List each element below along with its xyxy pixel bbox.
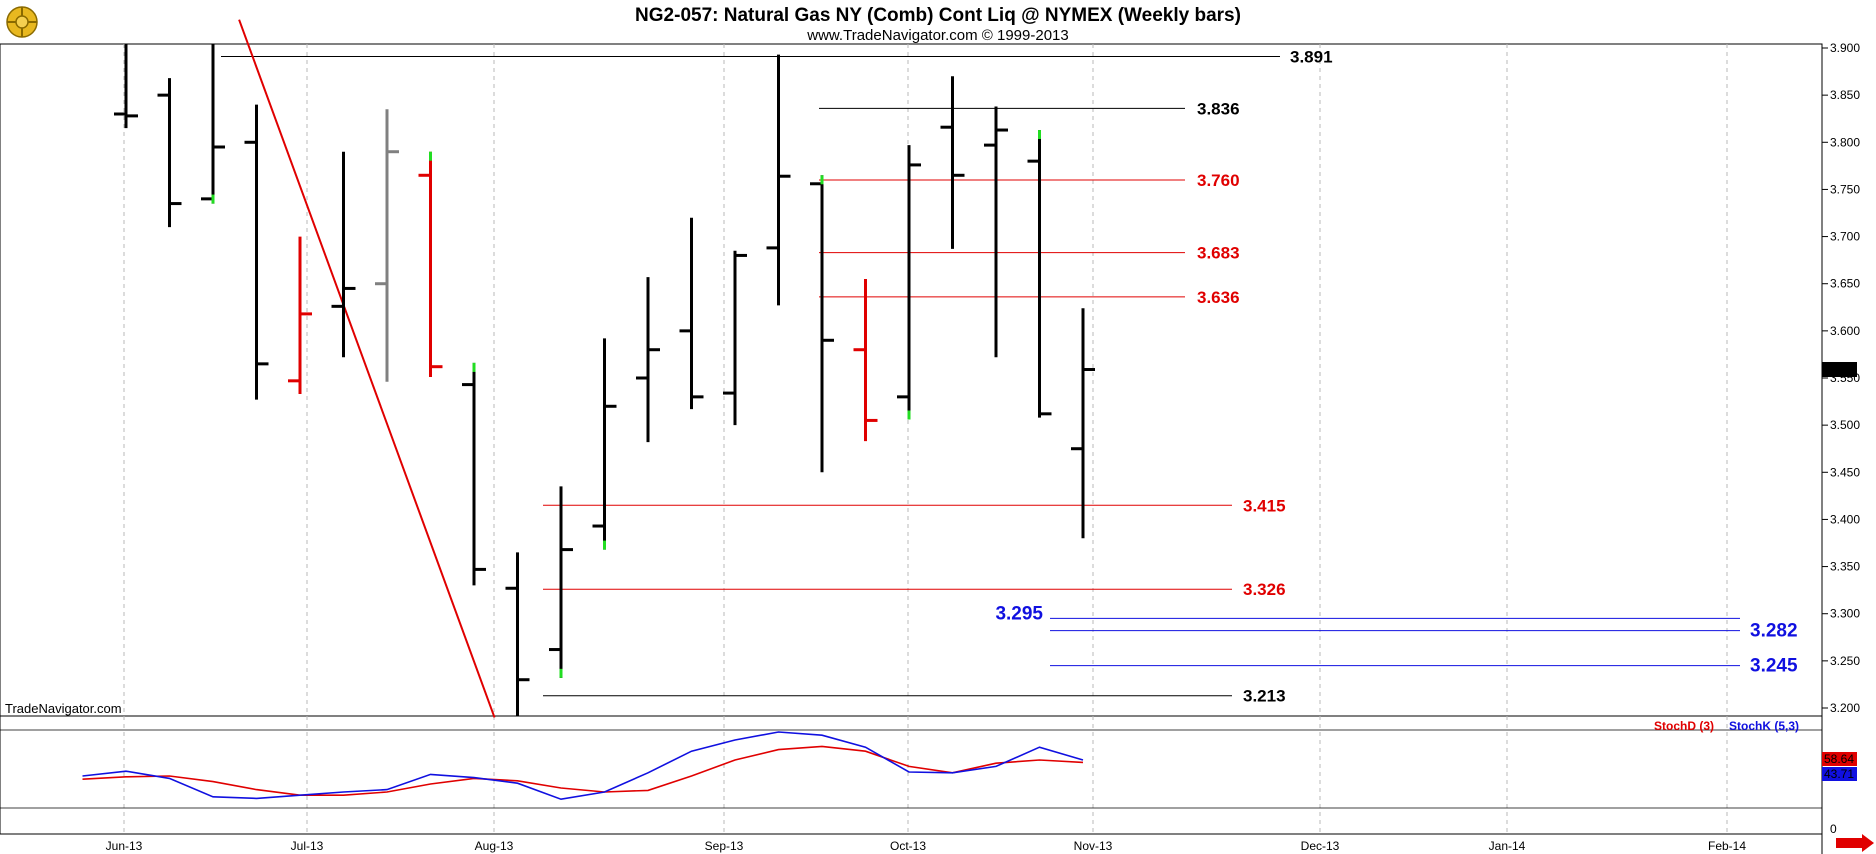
level-label: 3.683 [1197, 244, 1240, 263]
level-lines: 3.891 3.836 3.760 3.683 3.636 3.415 3.326 3.213… [221, 47, 1798, 706]
stochk-value-badge: 43.71 [1822, 767, 1857, 781]
stochd-value-badge: 58.64 [1822, 752, 1857, 766]
y-tick-label: 3.800 [1830, 135, 1860, 149]
price-bar [723, 250, 747, 426]
trendline-segment [238, 19, 496, 718]
level-label: 3.282 [1750, 621, 1798, 642]
level-label: 3.415 [1243, 496, 1286, 515]
level-label: 3.213 [1243, 687, 1286, 706]
price-bar [157, 78, 182, 228]
x-tick-label: Sep-13 [705, 839, 744, 853]
price-bar [288, 236, 312, 395]
svg-text:3.559: 3.559 [1824, 363, 1854, 377]
y-tick-label: 3.700 [1830, 230, 1860, 244]
y-tick-label: 3.400 [1830, 512, 1860, 526]
price-bar [1027, 130, 1052, 418]
x-tick-label: Dec-13 [1301, 839, 1340, 853]
price-bar [331, 151, 356, 358]
y-tick-label: 3.650 [1830, 277, 1860, 291]
price-axis: 3.9003.8503.8003.7503.7003.6503.6003.550… [1822, 41, 1860, 715]
stochastic-panel [0, 715, 1823, 835]
level-label: 3.326 [1243, 580, 1286, 599]
y-tick-label: 3.200 [1830, 701, 1860, 715]
y-tick-label: 3.300 [1830, 607, 1860, 621]
y-tick-label: 3.250 [1830, 654, 1860, 668]
price-bar [940, 76, 965, 249]
price-bar [462, 362, 486, 586]
level-label: 3.760 [1197, 171, 1240, 190]
x-tick-label: Jul-13 [291, 839, 324, 853]
chart-subtitle: www.TradeNavigator.com © 1999-2013 [806, 27, 1068, 44]
price-bar [505, 552, 530, 716]
x-tick-label: Jun-13 [106, 839, 143, 853]
time-axis: Jun-13 Jul-13 Aug-13 Sep-13 Oct-13 Nov-13 Dec-… [106, 839, 1747, 853]
last-price-badge: 3.559 [1822, 362, 1857, 377]
level-label: 3.836 [1197, 99, 1240, 118]
stoch-series-line [82, 745, 1084, 797]
level-label: 3.636 [1197, 288, 1240, 307]
price-bar [592, 338, 617, 550]
x-tick-label: Feb-14 [1708, 839, 1746, 853]
y-tick-label: 3.750 [1830, 182, 1860, 196]
price-bar [549, 486, 573, 678]
price-panel [0, 43, 1823, 717]
trendline [238, 19, 496, 718]
stoch-series-line [82, 731, 1084, 801]
price-bars [114, 44, 1095, 716]
stochastic-lines [82, 731, 1084, 801]
y-tick-label: 3.900 [1830, 41, 1860, 55]
price-bar [1071, 308, 1095, 539]
price-bar [766, 54, 791, 306]
x-tick-label: Aug-13 [475, 839, 514, 853]
level-label: 3.245 [1750, 656, 1798, 677]
svg-text:43.71: 43.71 [1824, 767, 1854, 781]
y-tick-label: 3.500 [1830, 418, 1860, 432]
y-tick-label: 3.450 [1830, 465, 1860, 479]
price-bar [244, 104, 269, 400]
price-bar [375, 109, 399, 382]
price-bar [418, 151, 443, 378]
price-bar [679, 217, 704, 410]
price-bar [984, 106, 1008, 358]
y-tick-label: 3.600 [1830, 324, 1860, 338]
price-bar [201, 44, 225, 204]
level-label: 3.295 [995, 603, 1043, 624]
price-bar [853, 279, 878, 442]
stoch-legend-k: StochK (5,3) [1729, 719, 1799, 733]
chart-title: NG2-057: Natural Gas NY (Comb) Cont Liq … [635, 5, 1241, 26]
y-tick-label: 3.850 [1830, 88, 1860, 102]
watermark: TradeNavigator.com [5, 701, 122, 716]
scroll-right-arrow-icon[interactable] [1836, 834, 1874, 852]
price-bar [636, 277, 660, 443]
price-bar [114, 44, 138, 129]
stoch-legend-d: StochD (3) [1654, 719, 1714, 733]
level-label: 3.891 [1290, 47, 1333, 66]
svg-text:58.64: 58.64 [1824, 752, 1854, 766]
x-tick-label: Oct-13 [890, 839, 926, 853]
y-tick-label: 3.350 [1830, 560, 1860, 574]
x-tick-label: Nov-13 [1074, 839, 1113, 853]
logo-icon [6, 6, 38, 38]
grid [0, 44, 1822, 834]
stoch-zero-tick: 0 [1830, 822, 1837, 836]
price-bar [810, 175, 834, 473]
price-bar [897, 145, 921, 420]
x-tick-label: Jan-14 [1489, 839, 1526, 853]
